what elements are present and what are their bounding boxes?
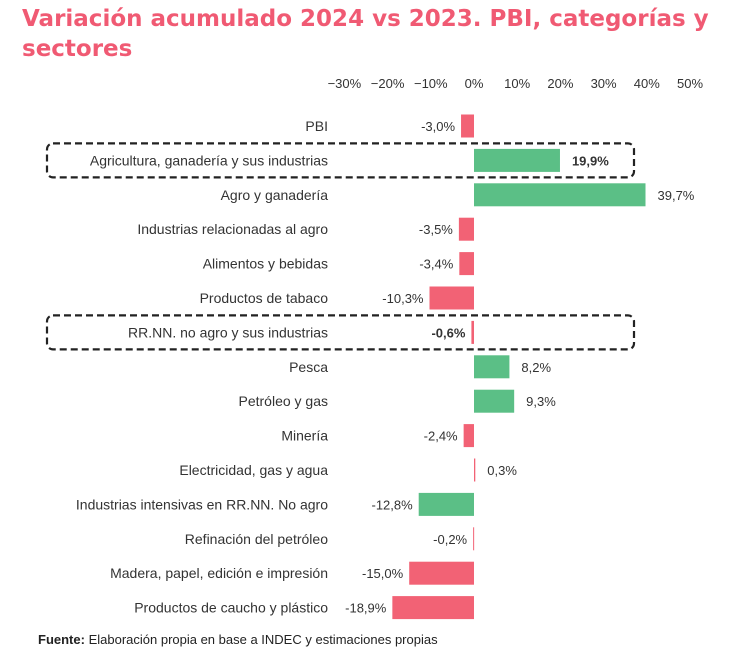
bar (392, 596, 474, 620)
category-label: Agricultura, ganadería y sus industrias (90, 152, 328, 168)
source-text: Elaboración propia en base a INDEC y est… (84, 632, 438, 647)
bar (474, 355, 510, 379)
highlight-box (45, 142, 636, 179)
x-tick-label: 50% (677, 76, 703, 91)
value-label: -0,2% (433, 532, 467, 547)
category-label: Agro y ganadería (221, 187, 329, 203)
category-labels: PBI Agricultura, ganadería y sus industri… (76, 118, 328, 616)
bar (474, 148, 560, 172)
x-tick-label: 20% (547, 76, 573, 91)
bar (429, 286, 474, 310)
value-label: -18,9% (345, 601, 387, 616)
category-label: Industrias relacionadas al agro (137, 221, 328, 237)
category-label: Industrias intensivas en RR.NN. No agro (76, 496, 328, 512)
category-label: Minería (281, 428, 328, 444)
bar (461, 114, 474, 138)
bar (418, 492, 474, 516)
category-label: RR.NN. no agro y sus industrias (128, 324, 328, 340)
highlight-boxes (45, 142, 636, 351)
bar (471, 320, 474, 344)
bars (392, 114, 646, 620)
bar-chart: −30% −20% −10% 0% 10% 20% 30% 40% 50% PBI Agricul… (45, 76, 704, 620)
bar (459, 252, 474, 276)
source-label: Fuente: (38, 632, 85, 647)
value-labels: -3,0% 19,9% 39,7% -3,5% -3,4% -10,3% -0,6% 8,2%… (345, 119, 695, 616)
value-label: -3,4% (419, 257, 453, 272)
category-label: Pesca (289, 359, 328, 375)
value-label: -3,5% (419, 222, 453, 237)
category-label: PBI (305, 118, 328, 134)
value-label: 19,9% (572, 153, 609, 168)
bar (473, 527, 475, 551)
x-tick-label: 30% (591, 76, 617, 91)
chart-title: Variación acumulado 2024 vs 2023. PBI, c… (22, 6, 709, 62)
bar (474, 183, 646, 207)
category-label: Madera, papel, edición e impresión (110, 565, 328, 581)
x-tick-label: −30% (328, 76, 362, 91)
category-label: Petróleo y gas (239, 393, 329, 409)
highlight-box (45, 314, 636, 351)
value-label: -3,0% (421, 119, 455, 134)
category-label: Electricidad, gas y agua (179, 462, 328, 478)
value-label: -2,4% (424, 429, 458, 444)
bar (463, 424, 474, 448)
value-label: -15,0% (362, 566, 404, 581)
x-axis-ticks: −30% −20% −10% 0% 10% 20% 30% 40% 50% (328, 76, 704, 91)
value-label: -10,3% (382, 291, 424, 306)
bar (474, 458, 476, 482)
category-label: Refinación del petróleo (185, 531, 328, 547)
x-tick-label: 10% (504, 76, 530, 91)
value-label: 9,3% (526, 394, 556, 409)
x-tick-label: −20% (371, 76, 405, 91)
x-tick-label: 40% (634, 76, 660, 91)
bar (458, 217, 474, 241)
category-label: Alimentos y bebidas (203, 256, 328, 272)
value-label: -0,6% (431, 325, 465, 340)
value-label: 0,3% (487, 463, 517, 478)
bar (474, 389, 515, 413)
bar (409, 561, 474, 585)
x-tick-label: −10% (414, 76, 448, 91)
category-label: Productos de tabaco (200, 290, 329, 306)
value-label: 8,2% (521, 360, 551, 375)
value-label: -12,8% (372, 497, 414, 512)
x-tick-label: 0% (465, 76, 484, 91)
value-label: 39,7% (658, 188, 695, 203)
source-note: Fuente: Elaboración propia en base a IND… (38, 632, 438, 647)
category-label: Productos de caucho y plástico (134, 600, 328, 616)
